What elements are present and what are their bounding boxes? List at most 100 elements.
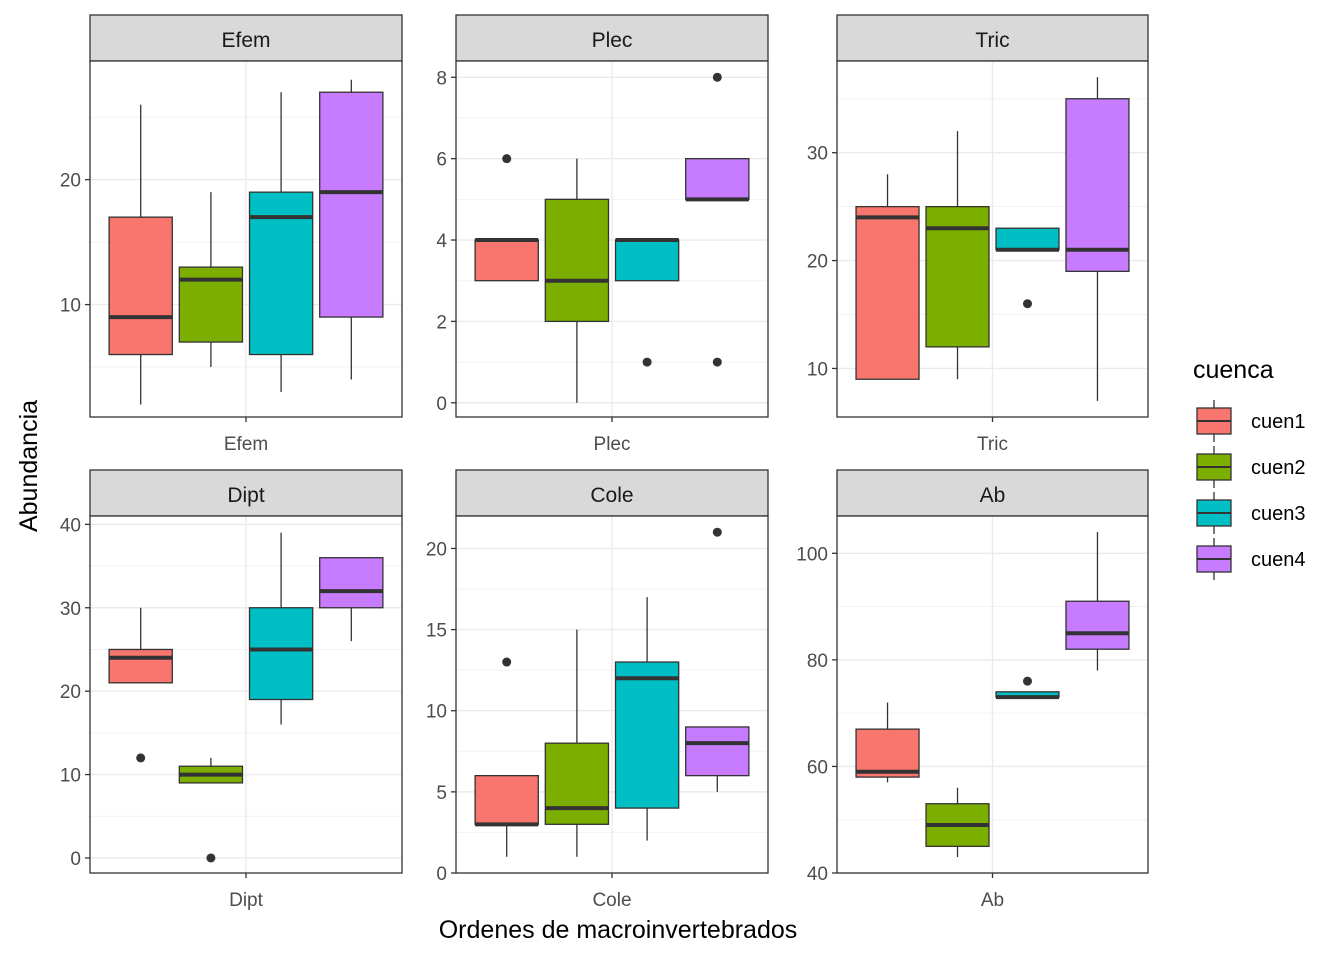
x-tick-label: Dipt [229,890,264,911]
box-body [108,648,173,684]
legend: cuenca cuen1 cuen2 cuen3 cuen4 [1193,356,1306,582]
box-body [1065,600,1130,650]
box-cuen4 [319,557,384,642]
outlier-point [1022,676,1032,686]
y-tick-label: 5 [436,783,447,804]
box-cuen4 [319,79,384,380]
y-tick-label: 20 [60,682,81,703]
box-body [248,191,314,356]
y-tick-label: 10 [426,702,447,723]
box-cuen4 [685,527,750,792]
outlier-point [206,853,216,863]
facet-panels: Efem 10 20 Efem Plec 0 2 4 6 8 Plec Tric 10 20 30 Tric D… [60,14,1149,911]
box-body [685,726,750,777]
box-body [1065,98,1130,273]
strip-label: Efem [221,29,270,52]
y-tick-label: 15 [426,621,447,642]
box-cuen3 [995,676,1060,700]
outlier-point [712,527,722,537]
legend-item-cuen4: cuen4 [1195,536,1306,582]
y-tick-label: 20 [807,252,828,273]
y-tick-label: 0 [436,394,447,415]
x-tick-label: Tric [977,434,1008,455]
y-tick-label: 30 [807,144,828,165]
strip-label: Tric [975,29,1009,52]
box-body [544,198,610,323]
box-body [108,216,173,356]
box-cuen1 [474,154,539,282]
y-tick-label: 6 [436,150,447,171]
box-body [248,607,314,701]
facet-panel-plec: Plec 0 2 4 6 8 Plec [436,14,769,455]
box-cuen1 [108,104,173,405]
box-cuen1 [108,607,173,763]
box-cuen4 [685,72,750,367]
box-cuen4 [1065,531,1130,671]
box-cuen1 [474,657,539,857]
box-body [855,728,920,778]
box-body [614,239,680,282]
box-cuen3 [248,92,314,393]
box-cuen2 [178,192,244,368]
y-tick-label: 4 [436,231,447,252]
y-tick-label: 20 [426,539,447,560]
strip-background [89,14,403,62]
box-body [544,742,610,825]
legend-item-cuen3: cuen3 [1195,490,1306,536]
x-tick-label: Cole [592,890,631,911]
outlier-point [712,357,722,367]
box-body [855,205,920,380]
box-body [319,91,384,318]
box-cuen2 [925,787,990,858]
box-body [614,661,680,809]
legend-label: cuen2 [1251,457,1306,479]
y-tick-label: 100 [796,544,828,565]
outlier-point [642,357,652,367]
box-body [474,774,539,825]
y-tick-label: 0 [436,864,447,885]
y-tick-label: 2 [436,312,447,333]
y-axis-title: Abundancia [15,400,43,532]
y-tick-label: 30 [60,599,81,620]
legend-label: cuen1 [1251,411,1306,433]
facet-panel-tric: Tric 10 20 30 Tric [807,14,1149,455]
x-axis-title: Ordenes de macroinvertebrados [439,916,798,944]
x-tick-label: Efem [224,434,268,455]
box-cuen4 [1065,77,1130,401]
strip-background [836,469,1149,517]
strip-background [455,14,769,62]
y-tick-label: 10 [60,766,81,787]
box-body [995,227,1060,251]
box-body [474,239,539,282]
strip-background [89,469,403,517]
x-tick-label: Ab [981,890,1004,911]
x-tick-label: Plec [594,434,631,455]
y-tick-label: 80 [807,651,828,672]
strip-label: Cole [590,484,633,507]
box-cuen1 [855,702,920,783]
outlier-point [502,154,512,164]
legend-item-cuen1: cuen1 [1195,398,1306,444]
outlier-point [1022,299,1032,309]
box-cuen2 [544,158,610,403]
y-tick-label: 60 [807,757,828,778]
box-body [685,157,750,200]
legend-label: cuen4 [1251,549,1306,571]
box-cuen3 [995,227,1060,309]
outlier-point [502,657,512,667]
outlier-point [136,753,146,763]
legend-title: cuenca [1193,356,1274,384]
box-cuen3 [614,597,680,841]
box-cuen1 [855,174,920,380]
facet-panel-ab: Ab 40 60 80 100 Ab [796,469,1149,911]
box-cuen2 [544,629,610,857]
y-tick-label: 40 [807,864,828,885]
legend-item-cuen2: cuen2 [1195,444,1306,490]
y-tick-label: 0 [70,849,81,870]
facet-panel-cole: Cole 0 5 10 15 20 Cole [426,469,769,911]
facet-panel-efem: Efem 10 20 Efem [60,14,403,455]
legend-label: cuen3 [1251,503,1306,525]
strip-background [836,14,1149,62]
y-tick-label: 20 [60,171,81,192]
